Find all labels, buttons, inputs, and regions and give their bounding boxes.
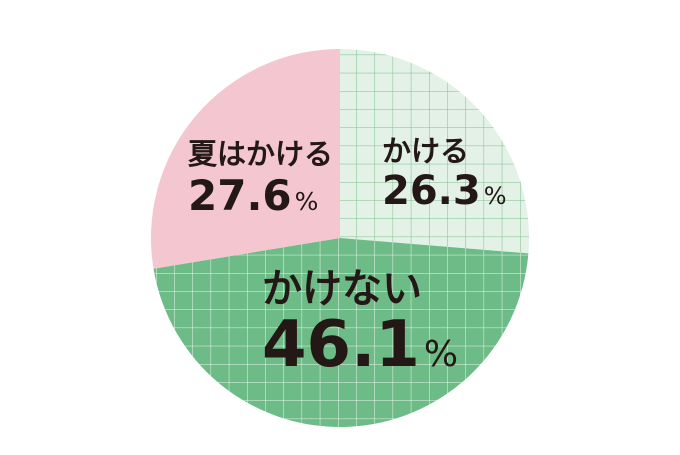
pie-slice-natsu-wa-kakeru: [150, 49, 340, 269]
slice-value-natsu-wa-kakeru: 27.6%: [188, 171, 318, 220]
slice-label-natsu-wa-kakeru: 夏はかける 27.6%: [188, 137, 333, 220]
pie-slice-kakeru: [340, 49, 529, 254]
slice-name-natsu-wa-kakeru: 夏はかける: [188, 137, 333, 171]
slice-value-kakeru: 26.3%: [382, 168, 507, 214]
slice-label-kakenai: かけない 46.1%: [262, 266, 458, 382]
slice-name-kakenai: かけない: [262, 266, 422, 312]
slice-label-kakeru: かける 26.3%: [382, 134, 507, 214]
pie-slice-kakenai: [153, 238, 529, 427]
slice-name-kakeru: かける: [382, 134, 469, 168]
slice-value-kakenai: 46.1%: [262, 308, 458, 382]
